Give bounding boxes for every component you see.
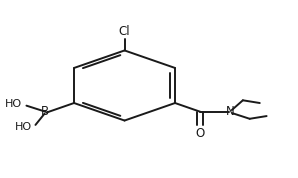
Text: O: O (196, 127, 205, 140)
Text: N: N (226, 105, 235, 118)
Text: Cl: Cl (119, 25, 130, 38)
Text: B: B (41, 105, 49, 118)
Text: HO: HO (15, 122, 32, 132)
Text: HO: HO (5, 100, 22, 109)
